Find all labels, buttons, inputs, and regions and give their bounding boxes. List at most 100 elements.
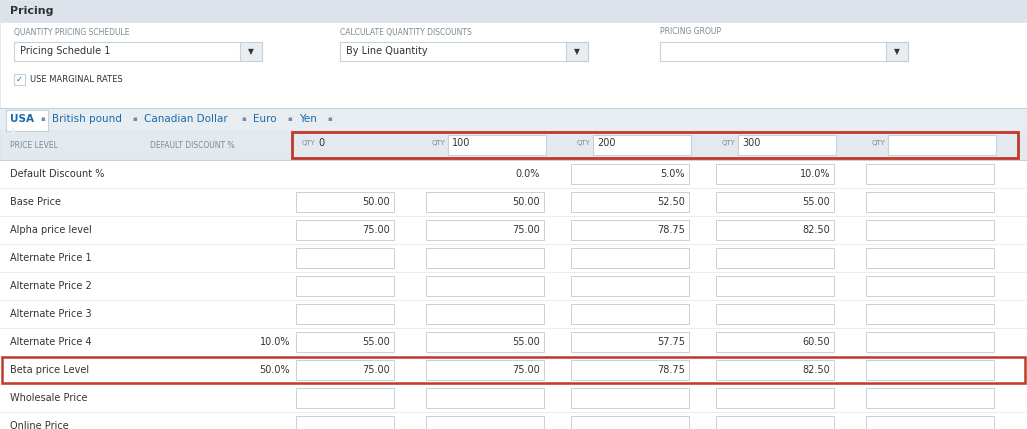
Text: CALCULATE QUANTITY DISCOUNTS: CALCULATE QUANTITY DISCOUNTS	[340, 27, 471, 36]
Text: 78.75: 78.75	[657, 225, 685, 235]
Text: QTY: QTY	[722, 140, 736, 146]
Bar	[14, 74, 25, 85]
Text: 55.00: 55.00	[363, 337, 390, 347]
Bar	[866, 192, 994, 212]
Bar	[866, 248, 994, 268]
Bar	[593, 135, 691, 155]
Text: ▪: ▪	[40, 116, 45, 122]
Text: 60.50: 60.50	[802, 337, 830, 347]
Bar	[296, 248, 394, 268]
Bar	[716, 416, 834, 429]
Text: 10.0%: 10.0%	[799, 169, 830, 179]
Bar	[738, 135, 836, 155]
Bar	[571, 248, 689, 268]
Text: ▼: ▼	[895, 47, 900, 56]
Bar	[426, 416, 544, 429]
Bar	[571, 360, 689, 380]
Bar	[426, 388, 544, 408]
Bar	[0, 108, 1027, 130]
Bar	[0, 356, 1027, 384]
Text: PRICE LEVEL: PRICE LEVEL	[10, 141, 58, 149]
Text: Alternate Price 3: Alternate Price 3	[10, 309, 91, 319]
Bar	[566, 42, 588, 61]
Text: 75.00: 75.00	[363, 225, 390, 235]
Bar	[716, 276, 834, 296]
Bar	[571, 388, 689, 408]
Text: ▪: ▪	[327, 116, 332, 122]
Text: 82.50: 82.50	[802, 365, 830, 375]
Text: Canadian Dollar: Canadian Dollar	[144, 114, 228, 124]
Bar	[296, 416, 394, 429]
Bar	[0, 384, 1027, 412]
Text: ▪: ▪	[241, 116, 245, 122]
Bar	[866, 164, 994, 184]
Bar	[660, 42, 908, 61]
Text: 10.0%: 10.0%	[260, 337, 290, 347]
Bar	[0, 160, 1027, 188]
Text: British pound: British pound	[52, 114, 122, 124]
Text: 300: 300	[741, 138, 760, 148]
Text: ▼: ▼	[249, 47, 254, 56]
Bar	[866, 276, 994, 296]
Text: 75.00: 75.00	[512, 225, 540, 235]
Bar	[866, 220, 994, 240]
Bar	[866, 360, 994, 380]
Text: ▲: ▲	[10, 127, 16, 136]
Bar	[0, 108, 1027, 429]
Bar	[0, 216, 1027, 244]
Bar	[866, 304, 994, 324]
Bar	[571, 164, 689, 184]
Bar	[0, 412, 1027, 429]
Bar	[571, 220, 689, 240]
Bar	[0, 22, 1027, 108]
Text: Alternate Price 2: Alternate Price 2	[10, 281, 91, 291]
Text: Online Price: Online Price	[10, 421, 69, 429]
Bar	[716, 192, 834, 212]
Bar	[716, 360, 834, 380]
Bar	[0, 130, 1027, 429]
Bar	[296, 388, 394, 408]
Bar	[571, 276, 689, 296]
Text: 55.00: 55.00	[802, 197, 830, 207]
Bar	[866, 332, 994, 352]
Text: Yen: Yen	[299, 114, 317, 124]
Bar	[296, 360, 394, 380]
Bar	[426, 276, 544, 296]
Text: Wholesale Price: Wholesale Price	[10, 393, 87, 403]
Text: ▪: ▪	[287, 116, 292, 122]
Bar	[0, 244, 1027, 272]
Bar	[2, 357, 1025, 383]
Text: PRICING GROUP: PRICING GROUP	[660, 27, 721, 36]
Bar	[0, 130, 1027, 160]
Text: Alpha price level: Alpha price level	[10, 225, 91, 235]
Text: QTY: QTY	[577, 140, 591, 146]
Bar	[866, 388, 994, 408]
Text: 50.0%: 50.0%	[260, 365, 290, 375]
Text: 57.75: 57.75	[657, 337, 685, 347]
Bar	[571, 304, 689, 324]
Text: Base Price: Base Price	[10, 197, 61, 207]
Bar	[426, 304, 544, 324]
Bar	[0, 272, 1027, 300]
Bar	[716, 332, 834, 352]
Bar	[296, 304, 394, 324]
Bar	[0, 300, 1027, 328]
Text: 52.50: 52.50	[657, 197, 685, 207]
Bar	[866, 416, 994, 429]
Bar	[0, 188, 1027, 216]
Bar	[240, 42, 262, 61]
Bar	[716, 220, 834, 240]
Text: 50.00: 50.00	[512, 197, 540, 207]
Text: 82.50: 82.50	[802, 225, 830, 235]
Bar	[296, 220, 394, 240]
Bar	[571, 416, 689, 429]
Bar	[6, 110, 48, 131]
Bar	[716, 164, 834, 184]
Text: Alternate Price 1: Alternate Price 1	[10, 253, 91, 263]
Bar	[0, 0, 1027, 22]
Bar	[571, 192, 689, 212]
Bar	[0, 328, 1027, 356]
Bar	[426, 332, 544, 352]
Bar	[296, 276, 394, 296]
Bar	[296, 332, 394, 352]
